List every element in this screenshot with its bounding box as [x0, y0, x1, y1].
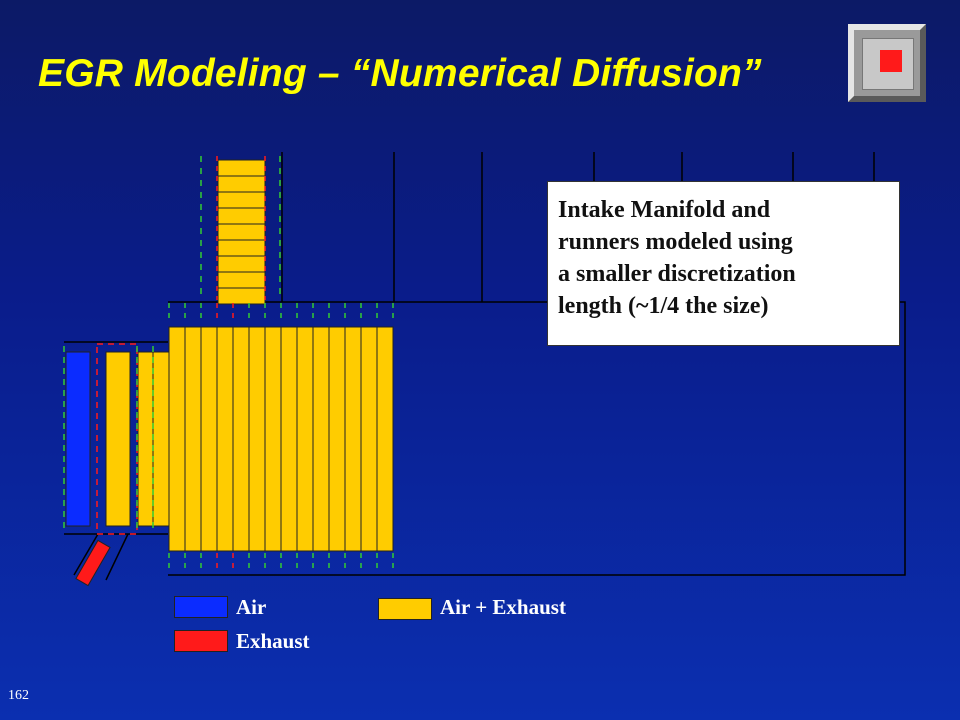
mix-cell: [232, 326, 250, 552]
mix-cell: [217, 191, 266, 209]
air-cell: [65, 351, 91, 527]
legend-swatch-exhaust: [174, 630, 228, 652]
callout-line: a smaller discretization: [558, 261, 796, 287]
mix-cell: [105, 351, 131, 527]
exhaust-cell: [75, 539, 111, 587]
mix-cell: [168, 326, 186, 552]
nav-button[interactable]: [848, 24, 926, 102]
manifold-outline: [64, 152, 906, 581]
mix-cell: [217, 223, 266, 241]
mix-cell: [217, 255, 266, 273]
mix-cell: [217, 207, 266, 225]
mix-cell: [264, 326, 282, 552]
callout-box: Intake Manifold and runners modeled usin…: [547, 181, 900, 346]
mix-cell: [376, 326, 394, 552]
mix-cell: [312, 326, 330, 552]
mix-cell: [184, 326, 202, 552]
egr-pipe-line: [73, 533, 99, 576]
mix-cell: [217, 287, 266, 305]
runner-cells: [217, 159, 266, 305]
cell-ticks: [168, 303, 394, 573]
mix-cell: [216, 326, 234, 552]
mix-cell: [200, 326, 218, 552]
plenum-outline: [168, 301, 906, 576]
egr-pipe-line: [105, 533, 129, 581]
mix-cell: [217, 239, 266, 257]
mix-cell: [360, 326, 378, 552]
mix-cell: [217, 175, 266, 193]
mix-cell: [296, 326, 314, 552]
mix-cell: [217, 271, 266, 289]
page-number: 162: [8, 688, 29, 703]
slide-title: EGR Modeling – “Numerical Diffusion”: [38, 52, 762, 95]
callout-line: length (~1/4 the size): [558, 293, 769, 319]
mix-cell: [344, 326, 362, 552]
mix-cell: [248, 326, 266, 552]
callout-line: runners modeled using: [558, 229, 793, 255]
legend-swatch-air: [174, 596, 228, 618]
legend-label-exhaust: Exhaust: [236, 629, 310, 653]
legend-label-air: Air: [236, 595, 267, 619]
legend-label-mix: Air + Exhaust: [440, 595, 566, 619]
legend-swatch-mix: [378, 598, 432, 620]
stop-square-icon: [880, 50, 902, 72]
plenum-cells: [168, 326, 394, 552]
mix-cell: [280, 326, 298, 552]
mix-cell: [137, 351, 154, 527]
callout-line: Intake Manifold and: [558, 197, 771, 223]
mix-cell: [152, 351, 170, 527]
mix-cell: [217, 159, 266, 177]
mix-cell: [328, 326, 346, 552]
